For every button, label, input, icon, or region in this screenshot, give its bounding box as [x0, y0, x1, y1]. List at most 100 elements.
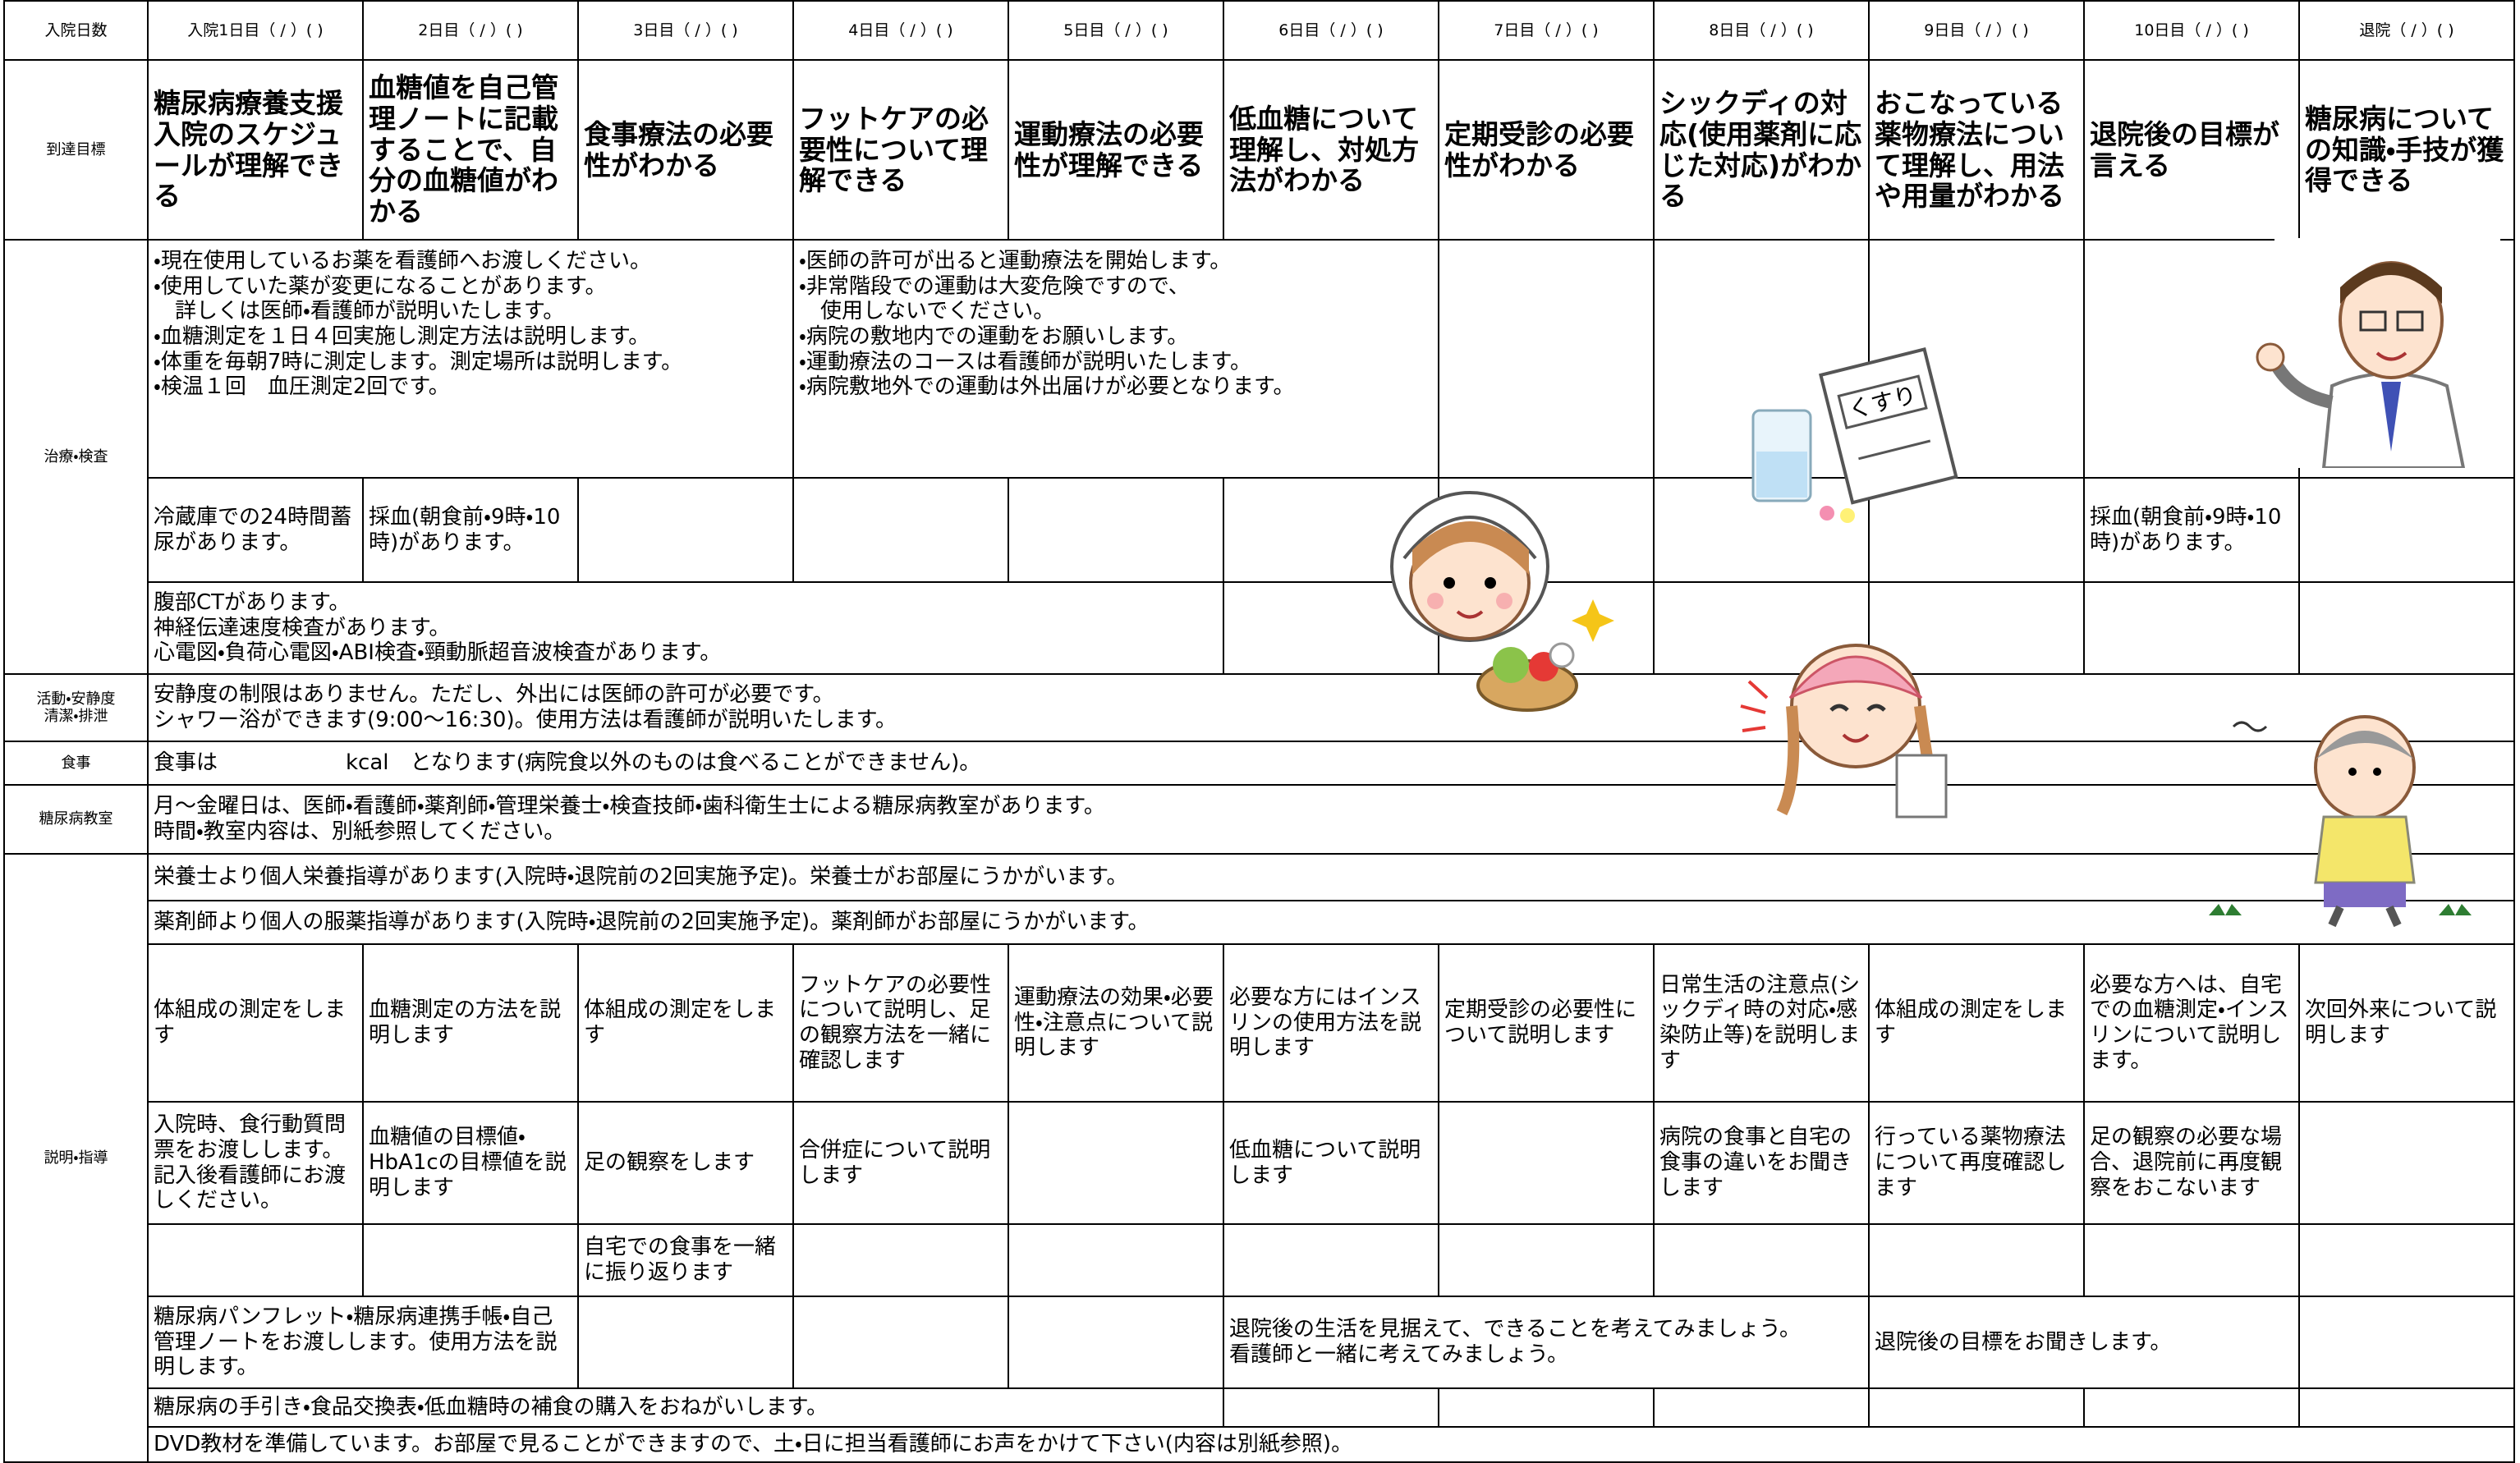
text-line: ・体重を毎朝7時に測定します。測定場所は説明します。: [154, 349, 683, 374]
plan-cell: 入院時、食行動質問票をお渡しします。記入後看護師にお渡しください。: [149, 1103, 364, 1225]
empty-cell: [1009, 479, 1224, 583]
section-label: 治療・検査: [3, 241, 149, 675]
plan-cell: 退院後の生活を見据えて、できることを考えてみましょう。 看護師と一緒に考えてみまし…: [1224, 1297, 1870, 1389]
empty-cell: [2300, 1225, 2515, 1297]
plan-cell: 血糖測定の方法を説明します: [364, 945, 579, 1103]
goal: シックディの対応(使用薬剤に応じた対応)がわかる: [1655, 61, 1870, 241]
empty-cell: [1224, 1389, 1439, 1428]
text-line: ・使用していた薬が変更になることがあります。: [154, 273, 607, 299]
plan-cell: 足の観察をします: [579, 1103, 794, 1225]
empty-cell: [2085, 1389, 2300, 1428]
day-header: 退院（ / ）( ): [2300, 0, 2515, 61]
plan-cell: 自宅での食事を一緒に振り返ります: [579, 1225, 794, 1297]
plan-cell: 退院後の目標をお聞きします。: [1870, 1297, 2300, 1389]
clinical-pathway-table: 入院日数 入院1日目（ / ）( ) 2日目（ / ）( ) 3日目（ / ）( ) 4…: [3, 0, 2515, 1463]
illustration-doctor: [2256, 238, 2500, 468]
empty-cell: [2300, 241, 2515, 479]
plan-cell: 体組成の測定をします: [1870, 945, 2085, 1103]
text-line: ・運動療法のコースは看護師が説明いたします。: [799, 349, 1251, 374]
goal: おこなっている薬物療法について理解し、用法や用量がわかる: [1870, 61, 2085, 241]
empty-cell: [794, 1225, 1009, 1297]
empty-cell: [364, 1225, 579, 1297]
empty-cell: [1870, 479, 2085, 583]
illustration-nurse: [1740, 644, 1948, 819]
text-line: 食事: [61, 754, 91, 772]
empty-cell: [2085, 583, 2300, 675]
section-label: 糖尿病教室: [3, 786, 149, 855]
illustration-chef: [1390, 491, 1614, 712]
section-label: 食事: [3, 742, 149, 786]
text-line: 安静度の制限はありません。ただし、外出には医師の許可が必要です。: [154, 682, 834, 708]
goal: フットケアの必要性について理解できる: [794, 61, 1009, 241]
day-header: 6日目（ / ）( ): [1224, 0, 1439, 61]
plan-cell: 糖尿病パンフレット・糖尿病連携手帳・自己管理ノートをお渡しします。使用方法を説明…: [149, 1297, 579, 1389]
text-line: シャワー浴ができます(9:00～16:30)。使用方法は看護師が説明いたします。: [154, 708, 897, 732]
plan-cell: 食事は kcal となります(病院食以外のものは食べることができません)。: [149, 742, 2515, 786]
text-line: ・検温１回 血圧測定2回です。: [154, 374, 450, 400]
empty-cell: [1870, 241, 2085, 479]
section-label: 説明・指導: [3, 855, 149, 1463]
section-label: 活動・安静度 清潔・排泄: [3, 675, 149, 742]
header-label: 入院日数: [3, 0, 149, 61]
text-line: 看護師と一緒に考えてみましょう。: [1229, 1342, 1569, 1367]
plan-cell: 薬剤師より個人の服薬指導があります(入院時・退院前の2回実施予定)。薬剤師がお部…: [149, 901, 2515, 945]
text-line: ・病院敷地外での運動は外出届けが必要となります。: [799, 374, 1295, 400]
day-header: 8日目（ / ）( ): [1655, 0, 1870, 61]
plan-cell: 冷蔵庫での24時間蓄尿があります。: [149, 479, 364, 583]
illustration-medicine: くすり: [1751, 347, 1958, 523]
goal: 糖尿病療養支援入院のスケジュールが理解できる: [149, 61, 364, 241]
plan-cell: 安静度の制限はありません。ただし、外出には医師の許可が必要です。 シャワー浴ができ…: [149, 675, 2515, 742]
text-line: 神経伝達速度検査があります。: [154, 615, 451, 640]
plan-cell: 運動療法の効果・必要性・注意点について説明します: [1009, 945, 1224, 1103]
plan-cell: 行っている薬物療法について再度確認します: [1870, 1103, 2085, 1225]
plan-cell: 糖尿病の手引き・食品交換表・低血糖時の補食の購入をおねがいします。: [149, 1389, 1224, 1428]
day-header: 2日目（ / ）( ): [364, 0, 579, 61]
empty-cell: [1439, 1103, 1655, 1225]
text-line: ・医師の許可が出ると運動療法を開始します。: [799, 249, 1232, 273]
day-header: 9日目（ / ）( ): [1870, 0, 2085, 61]
plan-cell: 腹部CTがあります。 神経伝達速度検査があります。 心電図・負荷心電図・ABI検査・…: [149, 583, 1224, 675]
empty-cell: [1009, 1297, 1224, 1389]
plan-cell: 足の観察の必要な場合、退院前に再度観察をおこないます: [2085, 1103, 2300, 1225]
empty-cell: [1870, 1225, 2085, 1297]
day-header: 3日目（ / ）( ): [579, 0, 794, 61]
plan-cell: 日常生活の注意点(シックディ時の対応・感染防止等)を説明します: [1655, 945, 1870, 1103]
plan-cell: ・医師の許可が出ると運動療法を開始します。 ・非常階段での運動は大変危険ですので、…: [794, 241, 1439, 479]
text-line: 月～金曜日は、医師・看護師・薬剤師・管理栄養士・検査技師・歯科衛生士による糖尿病…: [154, 794, 1105, 819]
text-line: ・病院の敷地内での運動をお願いします。: [799, 324, 1189, 350]
plan-cell: DVD教材を準備しています。お部屋で見ることができますので、土・日に担当看護師に…: [149, 1428, 2515, 1463]
goal: 低血糖について理解し、対処方法がわかる: [1224, 61, 1439, 241]
empty-cell: [794, 1297, 1009, 1389]
day-header: 10日目（ / ）( ): [2085, 0, 2300, 61]
plan-cell: 低血糖について説明します: [1224, 1103, 1439, 1225]
empty-cell: [1009, 1225, 1224, 1297]
plan-cell: 体組成の測定をします: [579, 945, 794, 1103]
text-line: 腹部CTがあります。: [154, 589, 351, 615]
empty-cell: [2300, 479, 2515, 583]
goal: 糖尿病についての知識・手技が獲得できる: [2300, 61, 2515, 241]
day-header: 7日目（ / ）( ): [1439, 0, 1655, 61]
text-line: ・非常階段での運動は大変危険ですので、: [799, 273, 1190, 299]
text-line: 心電図・負荷心電図・ABI検査・頸動脈超音波検査があります。: [154, 640, 722, 666]
text-line: ・血糖測定を１日４回実施し測定方法は説明します。: [154, 324, 650, 350]
empty-cell: [1870, 583, 2085, 675]
text-line: 説明・指導: [44, 1149, 108, 1167]
empty-cell: [1655, 1389, 1870, 1428]
day-header: 5日目（ / ）( ): [1009, 0, 1224, 61]
plan-cell: 栄養士より個人栄養指導があります(入院時・退院前の2回実施予定)。栄養士がお部屋…: [149, 855, 2515, 901]
plan-cell: 必要な方へは、自宅での血糖測定・インスリンについて説明します。: [2085, 945, 2300, 1103]
empty-cell: [2300, 1297, 2515, 1389]
empty-cell: [1870, 1389, 2085, 1428]
empty-cell: [1009, 1103, 1224, 1225]
goal: 血糖値を自己管理ノートに記載することで、自分の血糖値がわかる: [364, 61, 579, 241]
day-header: 入院1日目（ / ）( ): [149, 0, 364, 61]
empty-cell: [794, 479, 1009, 583]
text-line: 使用しないでください。: [799, 299, 1055, 324]
text-line: ・現在使用しているお薬を看護師へお渡しください。: [154, 249, 652, 273]
empty-cell: [1655, 583, 1870, 675]
illustration-elderly: [2209, 715, 2472, 928]
text-line: 時間・教室内容は、別紙参照してください。: [154, 819, 566, 844]
empty-cell: [149, 1225, 364, 1297]
plan-cell: フットケアの必要性について説明し、足の観察方法を一緒に確認します: [794, 945, 1009, 1103]
